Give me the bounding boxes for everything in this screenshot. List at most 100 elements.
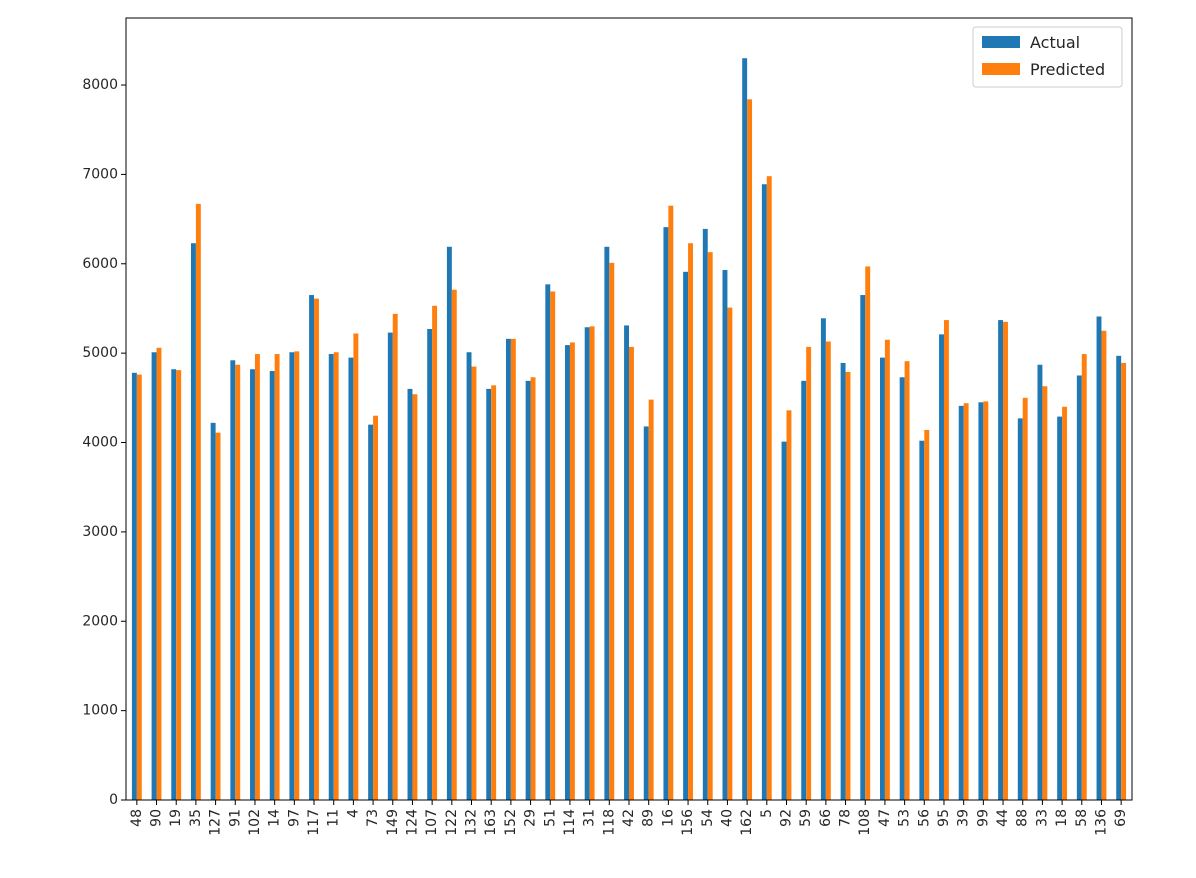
bar-predicted-66 (825, 341, 831, 800)
x-tick-label-118: 118 (601, 809, 617, 836)
legend-swatch-actual (982, 36, 1020, 48)
y-axis: 0 1000 2000 3000 4000 5000 6000 7000 8000 (82, 77, 126, 808)
bar-actual-114 (565, 345, 570, 800)
bar-actual-48 (131, 372, 137, 800)
x-tick-label-54: 54 (700, 809, 716, 827)
bar-actual-122 (446, 246, 452, 801)
bar-predicted-163 (491, 385, 497, 800)
bar-actual-88 (1017, 418, 1023, 800)
bar-predicted-117 (314, 298, 319, 800)
bar-predicted-39 (963, 403, 969, 800)
bar-actual-69 (1116, 355, 1122, 800)
bar-actual-4 (348, 357, 354, 800)
x-tick-label-11: 11 (326, 809, 342, 827)
x-tick-label-124: 124 (404, 809, 420, 836)
bar-actual-99 (978, 402, 984, 800)
x-tick-label-108: 108 (857, 809, 873, 836)
bar-actual-42 (624, 325, 629, 800)
x-tick-label-127: 127 (208, 809, 224, 836)
x-tick-label-29: 29 (523, 809, 539, 827)
bar-predicted-102 (254, 354, 260, 800)
bar-predicted-47 (884, 339, 890, 800)
bar-predicted-89 (648, 399, 654, 800)
bar-actual-44 (998, 320, 1004, 800)
bar-predicted-56 (924, 430, 930, 800)
x-tick-label-114: 114 (562, 809, 578, 836)
bar-actual-156 (683, 271, 689, 800)
y-tick-label-3000: 3000 (82, 524, 118, 540)
x-tick-label-18: 18 (1054, 809, 1070, 827)
x-tick-label-122: 122 (444, 809, 460, 836)
x-tick-label-56: 56 (916, 809, 932, 827)
bar-actual-136 (1096, 316, 1102, 800)
bar-predicted-19 (176, 370, 182, 800)
x-tick-label-152: 152 (503, 809, 519, 836)
bar-predicted-54 (707, 252, 713, 800)
bar-predicted-127 (215, 432, 221, 800)
bar-actual-14 (269, 371, 275, 800)
x-tick-label-163: 163 (483, 809, 499, 836)
x-tick-label-14: 14 (267, 809, 283, 827)
x-tick-label-47: 47 (877, 809, 893, 827)
x-tick-label-59: 59 (798, 809, 814, 827)
bar-actual-51 (545, 284, 551, 801)
y-tick-label-5000: 5000 (82, 345, 118, 361)
bar-actual-91 (230, 360, 236, 800)
bar-predicted-73 (373, 415, 378, 800)
bar-predicted-78 (845, 371, 851, 800)
bar-predicted-51 (550, 291, 556, 800)
x-tick-label-107: 107 (424, 809, 440, 836)
bar-predicted-114 (569, 342, 575, 800)
bar-predicted-44 (1003, 321, 1008, 800)
bar-actual-163 (486, 388, 492, 800)
x-tick-label-40: 40 (719, 809, 735, 827)
x-tick-label-73: 73 (365, 809, 381, 827)
bar-predicted-118 (609, 262, 615, 800)
x-tick-label-53: 53 (897, 809, 913, 827)
bar-predicted-42 (629, 346, 634, 800)
x-tick-label-19: 19 (168, 809, 184, 827)
y-tick-label-7000: 7000 (82, 166, 118, 182)
x-tick-label-78: 78 (838, 809, 854, 827)
bar-actual-59 (801, 380, 807, 800)
x-tick-label-4: 4 (345, 809, 361, 818)
bar-actual-5 (761, 184, 767, 801)
bar-predicted-90 (156, 347, 162, 800)
x-tick-label-89: 89 (641, 809, 657, 827)
x-tick-label-132: 132 (464, 809, 480, 836)
bar-predicted-92 (786, 410, 792, 800)
bar-actual-102 (250, 369, 255, 800)
bar-actual-39 (958, 405, 964, 800)
bar-predicted-124 (412, 394, 418, 800)
x-tick-label-5: 5 (759, 809, 775, 818)
bar-predicted-48 (136, 374, 142, 800)
bar-actual-107 (427, 329, 433, 800)
bar-predicted-122 (451, 289, 457, 800)
bar-predicted-152 (510, 338, 516, 800)
bar-actual-162 (742, 58, 748, 801)
y-tick-label-2000: 2000 (82, 613, 118, 629)
x-tick-label-156: 156 (680, 809, 696, 836)
bar-actual-16 (663, 227, 669, 800)
bar-predicted-97 (294, 351, 300, 800)
bar-actual-95 (939, 334, 944, 800)
bar-actual-92 (781, 441, 787, 800)
x-tick-label-97: 97 (286, 809, 302, 827)
x-tick-label-69: 69 (1113, 809, 1129, 827)
bar-actual-117 (309, 295, 315, 800)
bars-layer (131, 58, 1127, 801)
bar-actual-132 (466, 352, 472, 800)
bar-actual-152 (505, 338, 511, 800)
bar-actual-124 (407, 388, 413, 800)
bar-predicted-29 (530, 377, 536, 800)
x-tick-label-39: 39 (956, 809, 972, 827)
bar-actual-127 (210, 422, 216, 800)
x-tick-label-42: 42 (621, 809, 637, 827)
x-tick-label-92: 92 (778, 809, 794, 827)
bar-predicted-91 (235, 364, 241, 800)
bar-predicted-18 (1062, 406, 1068, 800)
bar-predicted-149 (392, 313, 398, 800)
x-axis: 48 90 19 35 127 91 102 14 97 117 11 4 73 149 124 107 122… (129, 800, 1129, 836)
bar-predicted-59 (806, 346, 812, 800)
bar-predicted-132 (471, 366, 477, 800)
